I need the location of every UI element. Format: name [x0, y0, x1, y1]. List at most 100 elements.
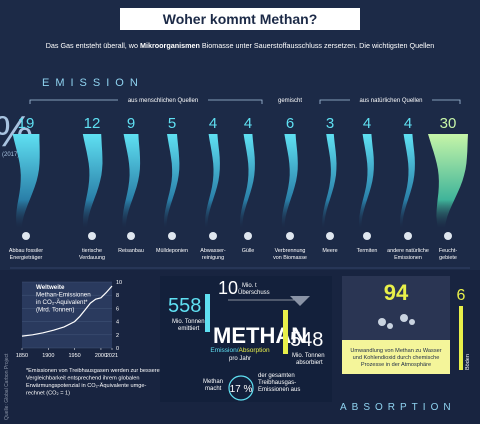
atmosphere-label: und Kohlendioxid durch chemische: [353, 355, 440, 361]
share-circle: [228, 375, 254, 401]
sub-absorption: Absorption: [239, 347, 270, 354]
soil-label: Böden: [465, 354, 471, 370]
x-tick-label: 2021: [106, 353, 118, 359]
subtitle-text: Das Gas entsteht überall, wo: [46, 41, 138, 50]
source-label: tierische: [82, 248, 102, 254]
atmosphere-value: 94: [384, 280, 409, 305]
y-tick-label: 6: [116, 306, 119, 312]
source-icon: [88, 232, 96, 240]
emitted-value: 558: [168, 295, 201, 317]
source-icon: [404, 232, 412, 240]
molecule: [400, 314, 408, 322]
surplus-label: Mio. t: [242, 283, 257, 289]
source-icon: [209, 232, 217, 240]
atmosphere-textbox: [342, 340, 450, 374]
emission-value: 4: [363, 115, 371, 132]
group-label: gemischt: [278, 98, 302, 104]
absorbed-label: Mio. Tonnen: [292, 353, 325, 359]
surplus-label: Überschuss: [238, 289, 270, 296]
title-box: [120, 8, 360, 30]
emission-plume: [205, 134, 220, 228]
source-label: Gülle: [242, 248, 255, 254]
x-tick-label: 1900: [42, 353, 54, 359]
emission-value: 12: [84, 115, 101, 132]
emission-plume: [359, 134, 374, 228]
source-label: Abbau fossiler: [9, 248, 43, 254]
source-label: Verbrennung: [275, 248, 306, 254]
source-icon: [363, 232, 371, 240]
emission-value: 6: [286, 115, 294, 132]
emission-plume: [322, 134, 337, 228]
source-label: Termiten: [357, 248, 378, 254]
share-post: Treibhausgas-: [258, 380, 296, 386]
source-label: Abwasser-: [200, 248, 226, 254]
emission-plume: [240, 134, 255, 228]
emission-value: 4: [404, 115, 412, 132]
subtitle-text: Biomasse unter Sauerstoffausschluss zers…: [202, 41, 434, 50]
x-tick-label: 1950: [69, 353, 81, 359]
source-label: reinigung: [202, 255, 224, 261]
group-label: aus menschlichen Quellen: [128, 98, 198, 104]
emission-value: 3: [326, 115, 334, 132]
emission-heading: EMISSION: [42, 77, 144, 89]
source-icon: [286, 232, 294, 240]
molecule: [378, 318, 386, 326]
balance-year: pro Jahr: [229, 356, 251, 362]
share-post: Emissionen aus: [258, 387, 300, 393]
triangle: [290, 296, 310, 306]
share-post: der gesamten: [258, 373, 295, 379]
source-label: Mülldeponien: [156, 248, 188, 254]
source-icon: [326, 232, 334, 240]
source-label: gebiete: [439, 255, 457, 261]
y-tick-label: 4: [116, 320, 119, 326]
source-icon: [22, 232, 30, 240]
atmosphere-label: Umwandlung von Methan zu Wasser: [350, 348, 441, 354]
emission-plume: [400, 134, 415, 228]
source-icon: [444, 232, 452, 240]
emitted-label: Mio. Tonnen: [172, 319, 205, 325]
share-value: 17 %: [230, 384, 253, 395]
emission-plume: [12, 134, 40, 228]
source-label: Feucht-: [439, 248, 457, 254]
source-label: von Biomasse: [273, 255, 307, 261]
methan: METHAN: [213, 323, 307, 348]
x-tick-label: 2000: [95, 353, 107, 359]
emitted-label: emittiert: [178, 326, 200, 332]
share-pre: Methan: [203, 379, 223, 385]
title: Woher kommt Methan?: [163, 11, 318, 27]
source-icon: [127, 232, 135, 240]
molecules: [378, 314, 415, 329]
source-label: andere natürliche: [387, 248, 429, 254]
group-label: aus natürlichen Quellen: [359, 98, 422, 104]
soil-value: 6: [457, 287, 466, 304]
data-line: [21, 285, 113, 337]
surplus-value: 10: [218, 278, 238, 298]
atmosphere-label: Prozesse in der Atmosphäre: [361, 362, 431, 368]
emitted-bar: [205, 294, 210, 332]
label-bg: [118, 95, 208, 104]
absorbed-value: 548: [290, 329, 323, 351]
balance-sub: Emission/Absorption: [210, 347, 270, 354]
footnote: *Emissionen von Treibhausgasen werden zu…: [26, 368, 163, 397]
footnote-line: Erwärmungspotenzial in CO₂-Äquivalente u…: [26, 382, 146, 389]
emission-plume: [428, 134, 468, 228]
year: (2017): [2, 152, 19, 158]
absorbed-label: absorbiert: [296, 360, 323, 366]
source: Quelle: Global Carbon Project: [4, 353, 10, 420]
emission-value: 5: [168, 115, 176, 132]
source-icon: [244, 232, 252, 240]
emission-value: 19: [18, 115, 35, 132]
chart-title: Weltweite: [36, 284, 65, 291]
source-label: Meere: [322, 248, 337, 254]
sub-emission: Emission/: [210, 347, 238, 354]
emission-value: 30: [440, 115, 457, 132]
source-icon: [168, 232, 176, 240]
y-tick-label: 0: [116, 346, 119, 352]
emission-plume: [82, 134, 103, 228]
y-tick-label: 2: [116, 333, 119, 339]
molecule: [409, 319, 415, 325]
emission-value: 4: [244, 115, 252, 132]
